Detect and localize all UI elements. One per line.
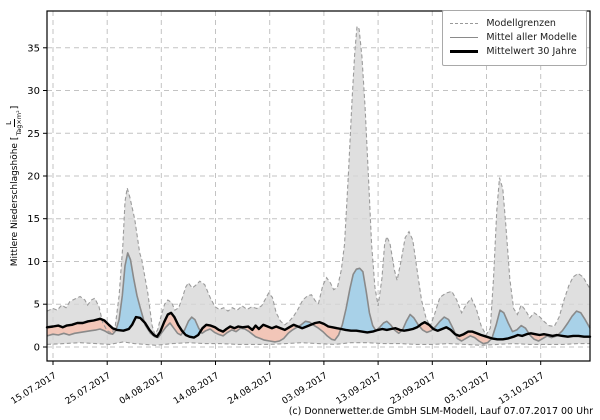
y-tick-label: 5 — [34, 300, 40, 311]
y-tick-label: 0 — [34, 343, 40, 354]
x-tick-label: 25.07.2017 — [64, 371, 113, 407]
axis-ticks — [43, 47, 542, 365]
unit-fraction: L Tag×m² — [5, 110, 23, 136]
solid-gray-line-sample-icon — [450, 37, 479, 38]
legend-label-mittelwert-30-jahre: Mittelwert 30 Jahre — [486, 46, 577, 57]
x-tick-label: 04.08.2017 — [118, 371, 167, 407]
y-tick-label: 15 — [27, 214, 40, 225]
plot-border — [46, 10, 591, 362]
legend-item-mittel-aller-modelle: Mittel aller Modelle — [450, 32, 577, 43]
x-tick-label: 24.08.2017 — [226, 371, 275, 407]
unit-bracket-close: ] — [9, 105, 20, 110]
legend-item-modellgrenzen: Modellgrenzen — [450, 18, 577, 29]
unit-denominator: Tag×m² — [15, 110, 23, 136]
x-tick-label: 03.10.2017 — [443, 371, 492, 407]
y-tick-label: 20 — [27, 172, 40, 183]
unit-numerator: L — [5, 119, 15, 127]
model-mean-line — [46, 252, 591, 345]
legend-item-mittelwert-30-jahre: Mittelwert 30 Jahre — [450, 46, 577, 57]
x-tick-label: 13.10.2017 — [497, 371, 546, 407]
x-tick-label: 14.08.2017 — [172, 371, 221, 407]
legend-label-mittel-aller-modelle: Mittel aller Modelle — [486, 32, 577, 43]
y-axis-label-text: Mittlere Niederschlagshöhe — [9, 143, 20, 267]
legend-label-modellgrenzen: Modellgrenzen — [486, 18, 556, 29]
y-tick-label: 35 — [27, 43, 40, 54]
unit-bracket-open: [ — [9, 136, 20, 141]
legend: Modellgrenzen Mittel aller Modelle Mitte… — [442, 10, 587, 66]
x-tick-labels: 15.07.2017 25.07.2017 04.08.2017 14.08.2017… — [10, 371, 547, 407]
y-tick-label: 10 — [27, 257, 40, 268]
x-tick-label: 15.07.2017 — [10, 371, 59, 407]
x-tick-label: 23.09.2017 — [389, 371, 438, 407]
y-tick-labels: 0 5 10 15 20 25 30 35 — [27, 43, 40, 353]
dashed-line-sample-icon — [450, 23, 479, 24]
y-tick-label: 30 — [27, 86, 40, 97]
x-tick-label: 13.09.2017 — [335, 371, 384, 407]
thirty-year-mean-line — [45, 311, 592, 341]
x-tick-label: 03.09.2017 — [280, 371, 329, 407]
y-tick-label: 25 — [27, 129, 40, 140]
model-range-edges — [46, 24, 591, 346]
y-axis-label: Mittlere Niederschlagshöhe [L Tag×m²] — [5, 71, 23, 301]
thick-black-line-sample-icon — [450, 50, 479, 53]
copyright-note: (c) Donnerwetter.de GmbH SLM-Modell, Lau… — [288, 406, 593, 417]
